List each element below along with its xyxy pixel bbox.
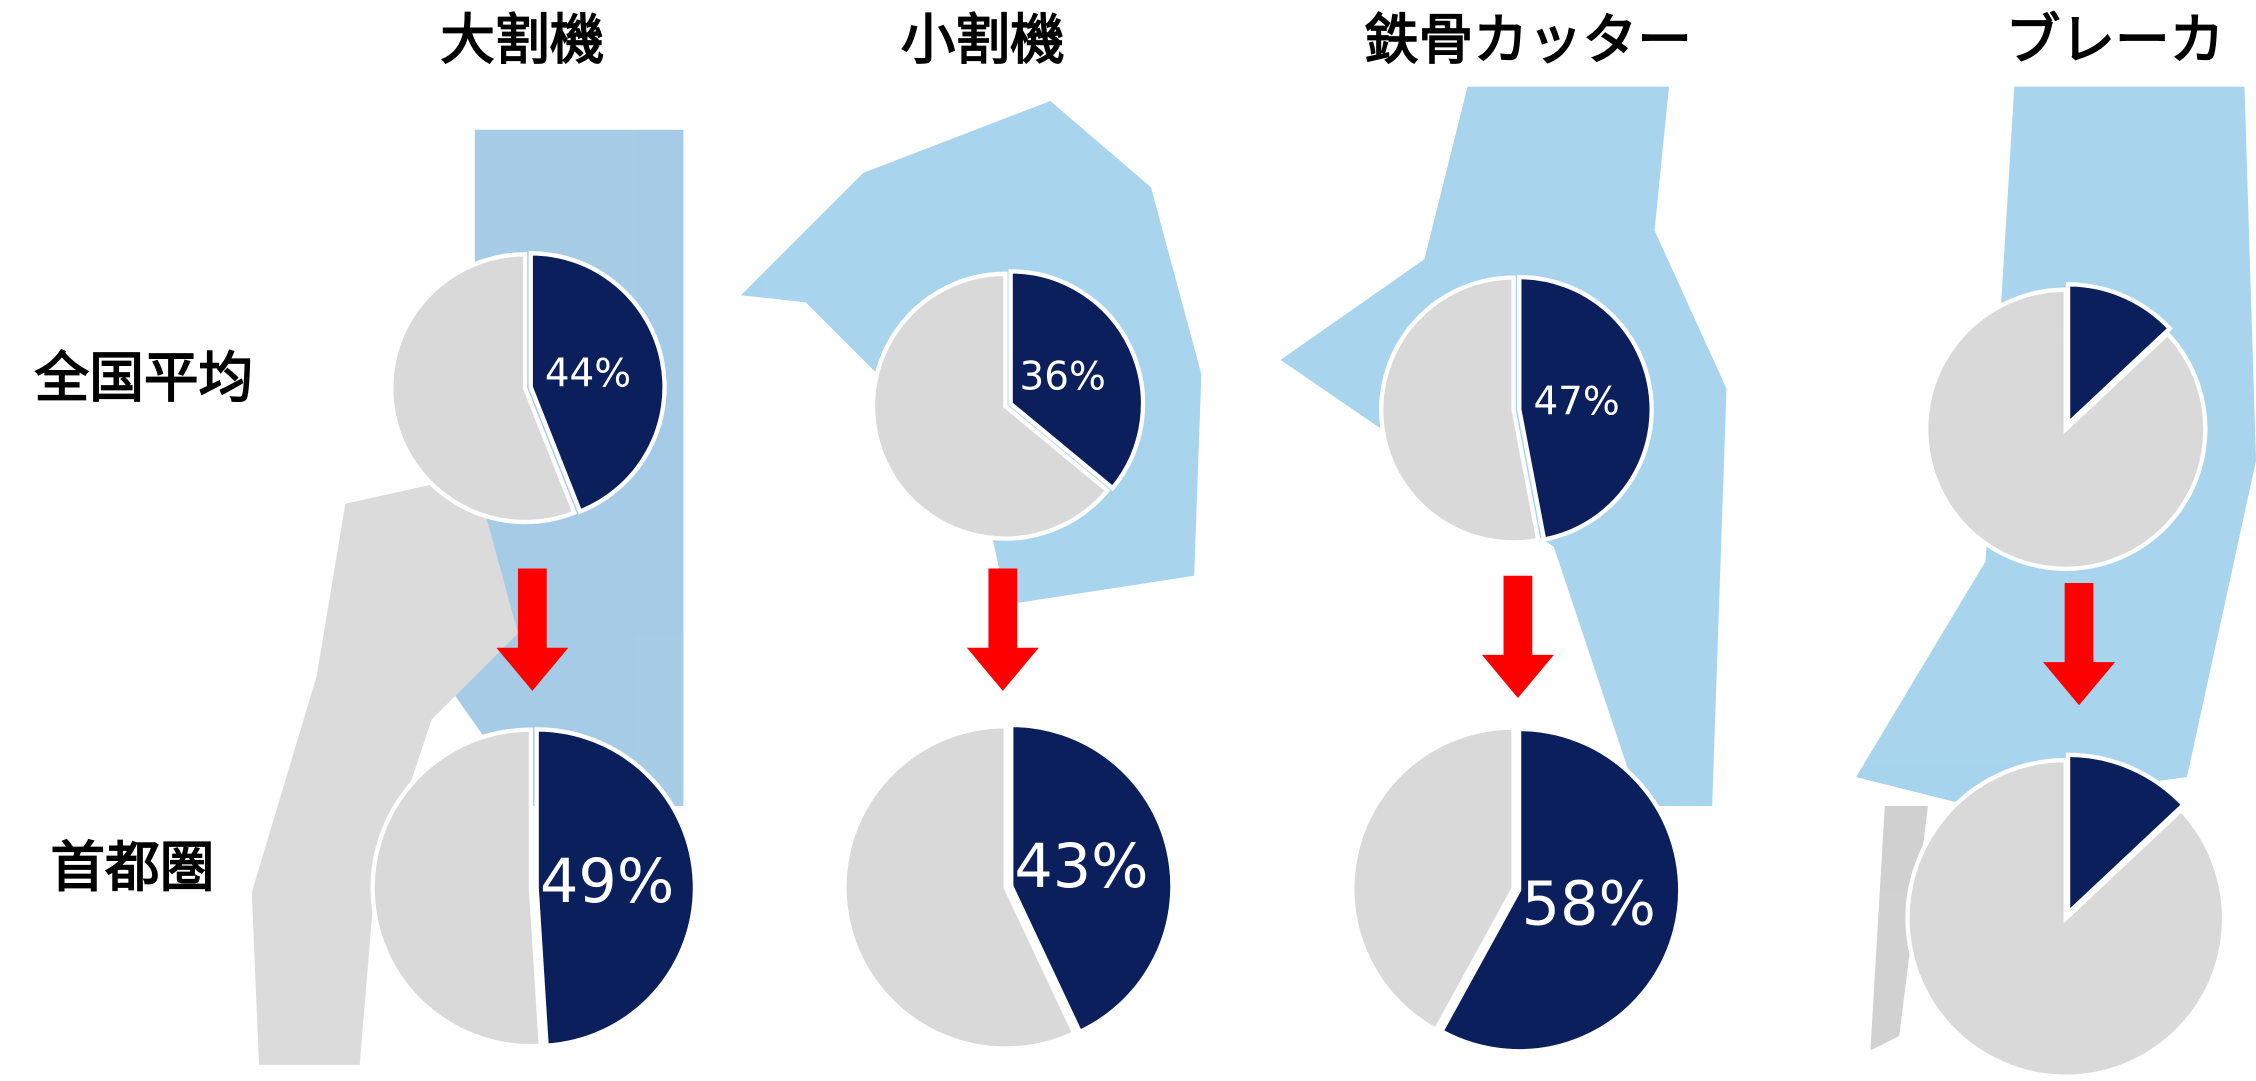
pie-label: 58% — [1522, 870, 1656, 940]
arrow — [496, 568, 569, 691]
pie-slice — [1350, 725, 1516, 1033]
row-label: 全国平均 — [34, 346, 254, 410]
machine-image — [1870, 805, 1928, 1051]
pie-slice — [870, 271, 1111, 541]
arrows — [496, 568, 2115, 706]
pie-label: 36% — [1020, 355, 1106, 400]
pie-slice — [1008, 269, 1146, 492]
arrow — [2043, 582, 2115, 706]
pie-slice — [1379, 275, 1541, 545]
pie-label: 43% — [1014, 832, 1148, 902]
column-title: 鉄骨カッター — [1364, 8, 1692, 72]
pie-label: 49% — [540, 847, 674, 917]
arrow — [966, 568, 1039, 691]
pie-slice — [370, 727, 544, 1049]
pie-slice — [528, 251, 667, 515]
pie-slice — [1924, 287, 2208, 571]
arrow — [1481, 575, 1554, 699]
pie-slice — [1009, 722, 1175, 1035]
pie-slice — [1905, 757, 2227, 1079]
machine-image — [251, 475, 518, 1065]
column-title: 大割機 — [440, 8, 604, 72]
pie-label: 44% — [545, 352, 631, 397]
pie-slice — [534, 727, 698, 1048]
column-title: 小割機 — [901, 8, 1065, 72]
pie-label: 47% — [1533, 380, 1619, 425]
column-title: ブレーカ — [2006, 8, 2225, 72]
pie-slice — [1438, 726, 1683, 1054]
pie-slice — [842, 724, 1078, 1051]
pie-slice — [1517, 274, 1654, 543]
pie-slice — [2065, 752, 2187, 919]
row-label: 首都圏 — [50, 835, 214, 899]
pie-slice — [389, 252, 578, 525]
pie-slice — [2065, 282, 2173, 429]
